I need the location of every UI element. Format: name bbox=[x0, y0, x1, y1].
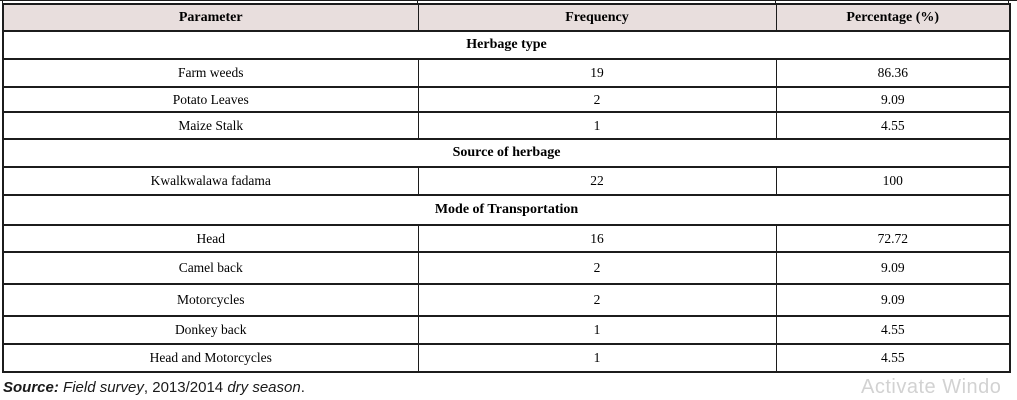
clipped-column-border bbox=[775, 0, 776, 4]
cell-frequency: 2 bbox=[417, 251, 777, 285]
table-header-row: Parameter Frequency Percentage (%) bbox=[2, 3, 1011, 32]
cell-frequency: 1 bbox=[417, 343, 777, 373]
table-row: Donkey back 1 4.55 bbox=[2, 315, 1011, 345]
cell-percentage: 100 bbox=[775, 166, 1011, 196]
source-note: Source: Field survey, 2013/2014 dry seas… bbox=[3, 379, 305, 396]
cell-percentage: 86.36 bbox=[775, 58, 1011, 88]
section-row-source-of-herbage: Source of herbage bbox=[2, 138, 1011, 168]
cell-percentage: 9.09 bbox=[775, 86, 1011, 113]
table-row: Head and Motorcycles 1 4.55 bbox=[2, 343, 1011, 373]
cell-parameter: Motorcycles bbox=[2, 283, 419, 317]
source-label: Source: bbox=[3, 379, 59, 396]
cell-percentage: 9.09 bbox=[775, 251, 1011, 285]
section-row-herbage-type: Herbage type bbox=[2, 30, 1011, 60]
table-row: Farm weeds 19 86.36 bbox=[2, 58, 1011, 88]
cell-parameter: Farm weeds bbox=[2, 58, 419, 88]
source-text-year: , 2013/2014 bbox=[143, 379, 228, 396]
table-row: Motorcycles 2 9.09 bbox=[2, 283, 1011, 317]
cell-percentage: 72.72 bbox=[775, 224, 1011, 253]
cell-parameter: Potato Leaves bbox=[2, 86, 419, 113]
clipped-table-right-border bbox=[1008, 0, 1009, 4]
section-title: Mode of Transportation bbox=[2, 194, 1011, 226]
clipped-column-border bbox=[417, 0, 418, 4]
cell-percentage: 4.55 bbox=[775, 111, 1011, 140]
cell-frequency: 1 bbox=[417, 111, 777, 140]
cell-parameter: Kwalkwalawa fadama bbox=[2, 166, 419, 196]
cell-frequency: 16 bbox=[417, 224, 777, 253]
survey-summary-table: Parameter Frequency Percentage (%) Herba… bbox=[2, 3, 1011, 373]
cell-parameter: Head bbox=[2, 224, 419, 253]
table-row: Potato Leaves 2 9.09 bbox=[2, 86, 1011, 113]
cell-parameter: Head and Motorcycles bbox=[2, 343, 419, 373]
section-row-mode-of-transportation: Mode of Transportation bbox=[2, 194, 1011, 226]
column-header-parameter: Parameter bbox=[2, 3, 419, 32]
column-header-frequency: Frequency bbox=[417, 3, 777, 32]
cell-frequency: 1 bbox=[417, 315, 777, 345]
cell-parameter: Maize Stalk bbox=[2, 111, 419, 140]
cell-parameter: Camel back bbox=[2, 251, 419, 285]
cell-percentage: 4.55 bbox=[775, 343, 1011, 373]
cell-percentage: 9.09 bbox=[775, 283, 1011, 317]
source-text-period: . bbox=[300, 379, 305, 396]
activate-windows-watermark: Activate Windo bbox=[861, 376, 1002, 398]
table-row: Camel back 2 9.09 bbox=[2, 251, 1011, 285]
section-title: Source of herbage bbox=[2, 138, 1011, 168]
section-title: Herbage type bbox=[2, 30, 1011, 60]
cell-percentage: 4.55 bbox=[775, 315, 1011, 345]
source-text-survey: Field survey bbox=[58, 379, 144, 396]
column-header-percentage: Percentage (%) bbox=[775, 3, 1011, 32]
survey-table-container: Parameter Frequency Percentage (%) Herba… bbox=[2, 3, 1011, 373]
clipped-table-left-border bbox=[2, 0, 3, 4]
cell-frequency: 2 bbox=[417, 283, 777, 317]
table-row: Kwalkwalawa fadama 22 100 bbox=[2, 166, 1011, 196]
table-row: Maize Stalk 1 4.55 bbox=[2, 111, 1011, 140]
cell-parameter: Donkey back bbox=[2, 315, 419, 345]
cell-frequency: 2 bbox=[417, 86, 777, 113]
cell-frequency: 22 bbox=[417, 166, 777, 196]
table-row: Head 16 72.72 bbox=[2, 224, 1011, 253]
source-text-season: dry season bbox=[227, 379, 301, 396]
clipped-row-bottom-border bbox=[0, 0, 1017, 1]
cell-frequency: 19 bbox=[417, 58, 777, 88]
